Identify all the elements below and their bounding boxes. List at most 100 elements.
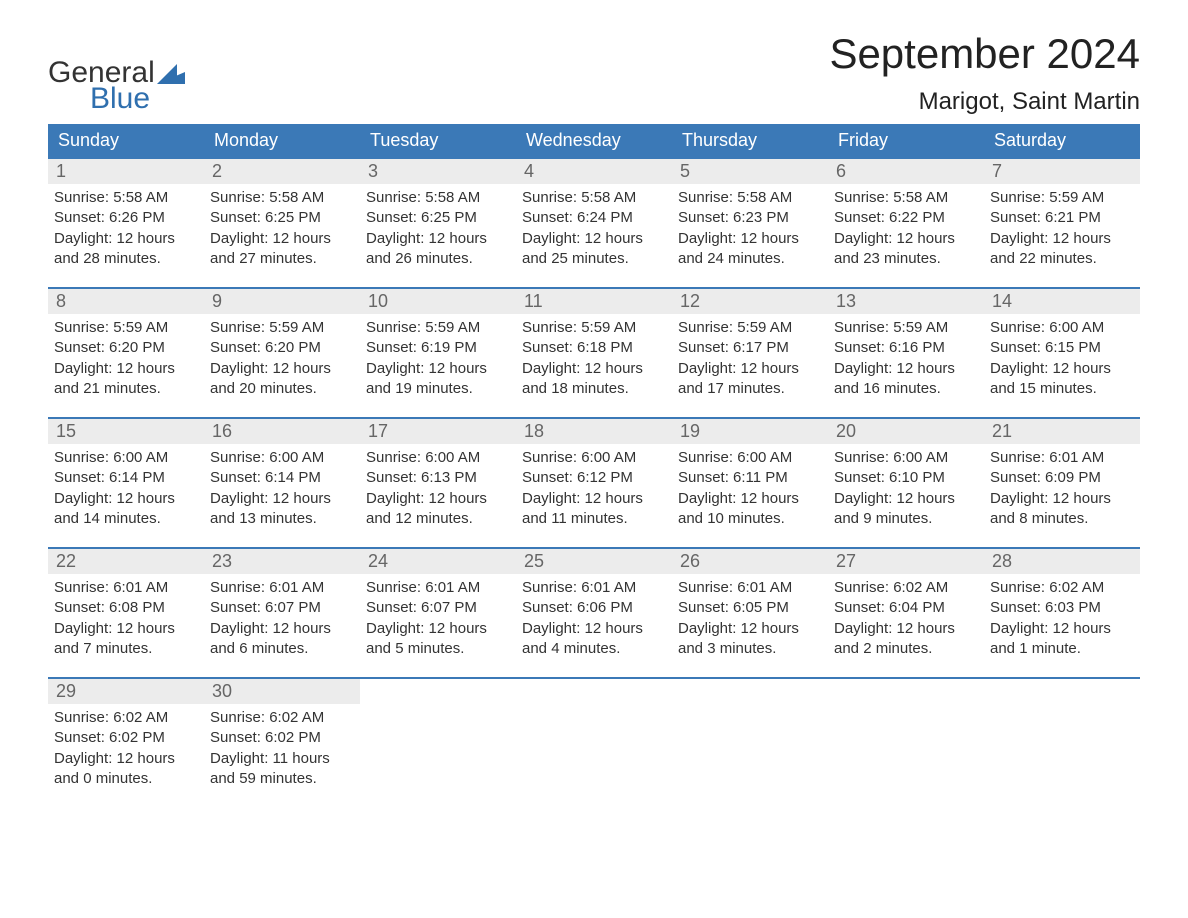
day-line: Daylight: 12 hours — [678, 359, 822, 379]
day-line: Sunrise: 5:58 AM — [834, 188, 978, 208]
day-line: Sunrise: 5:59 AM — [210, 318, 354, 338]
logo-text-blue: Blue — [90, 84, 185, 114]
day-line: Daylight: 12 hours — [834, 359, 978, 379]
day-line: Sunset: 6:14 PM — [210, 468, 354, 488]
day-number: 27 — [828, 549, 984, 574]
day-line: and 1 minute. — [990, 639, 1134, 659]
calendar-day — [672, 679, 828, 797]
flag-icon — [157, 64, 185, 84]
calendar-day: 18Sunrise: 6:00 AMSunset: 6:12 PMDayligh… — [516, 419, 672, 537]
day-line: and 28 minutes. — [54, 249, 198, 269]
day-line: Daylight: 12 hours — [522, 229, 666, 249]
day-line: and 11 minutes. — [522, 509, 666, 529]
calendar-day: 11Sunrise: 5:59 AMSunset: 6:18 PMDayligh… — [516, 289, 672, 407]
day-number: 15 — [48, 419, 204, 444]
calendar-day: 8Sunrise: 5:59 AMSunset: 6:20 PMDaylight… — [48, 289, 204, 407]
day-line: Daylight: 12 hours — [210, 359, 354, 379]
day-line: Sunrise: 6:00 AM — [522, 448, 666, 468]
day-details: Sunrise: 6:01 AMSunset: 6:09 PMDaylight:… — [984, 444, 1140, 529]
day-line: Daylight: 12 hours — [366, 229, 510, 249]
calendar-day: 27Sunrise: 6:02 AMSunset: 6:04 PMDayligh… — [828, 549, 984, 667]
day-line: Sunrise: 6:00 AM — [54, 448, 198, 468]
calendar-week: 29Sunrise: 6:02 AMSunset: 6:02 PMDayligh… — [48, 677, 1140, 797]
day-line: and 27 minutes. — [210, 249, 354, 269]
day-line: and 6 minutes. — [210, 639, 354, 659]
day-line: Sunrise: 6:01 AM — [522, 578, 666, 598]
day-number: 4 — [516, 159, 672, 184]
day-line: Sunrise: 6:02 AM — [834, 578, 978, 598]
day-line: Sunrise: 6:01 AM — [210, 578, 354, 598]
day-line: Sunrise: 6:02 AM — [210, 708, 354, 728]
day-line: Daylight: 12 hours — [210, 229, 354, 249]
day-details: Sunrise: 6:02 AMSunset: 6:02 PMDaylight:… — [204, 704, 360, 789]
day-details: Sunrise: 6:00 AMSunset: 6:11 PMDaylight:… — [672, 444, 828, 529]
day-line: Sunset: 6:18 PM — [522, 338, 666, 358]
day-line: Daylight: 12 hours — [990, 619, 1134, 639]
day-details: Sunrise: 6:00 AMSunset: 6:13 PMDaylight:… — [360, 444, 516, 529]
day-line: Sunrise: 6:00 AM — [210, 448, 354, 468]
weekday-header: Tuesday — [360, 124, 516, 157]
day-line: and 25 minutes. — [522, 249, 666, 269]
day-line: Sunset: 6:15 PM — [990, 338, 1134, 358]
weekday-header: Monday — [204, 124, 360, 157]
day-details: Sunrise: 6:02 AMSunset: 6:03 PMDaylight:… — [984, 574, 1140, 659]
calendar: Sunday Monday Tuesday Wednesday Thursday… — [48, 124, 1140, 797]
calendar-week: 22Sunrise: 6:01 AMSunset: 6:08 PMDayligh… — [48, 547, 1140, 667]
calendar-week: 15Sunrise: 6:00 AMSunset: 6:14 PMDayligh… — [48, 417, 1140, 537]
day-number: 1 — [48, 159, 204, 184]
day-line: and 7 minutes. — [54, 639, 198, 659]
calendar-day: 6Sunrise: 5:58 AMSunset: 6:22 PMDaylight… — [828, 159, 984, 277]
day-line: and 20 minutes. — [210, 379, 354, 399]
day-details: Sunrise: 5:58 AMSunset: 6:25 PMDaylight:… — [204, 184, 360, 269]
day-line: Daylight: 12 hours — [522, 359, 666, 379]
day-line: Daylight: 12 hours — [990, 359, 1134, 379]
day-number: 22 — [48, 549, 204, 574]
day-number: 8 — [48, 289, 204, 314]
weekday-header: Thursday — [672, 124, 828, 157]
day-number: 20 — [828, 419, 984, 444]
day-line: Daylight: 12 hours — [522, 619, 666, 639]
day-line: and 0 minutes. — [54, 769, 198, 789]
day-details: Sunrise: 5:58 AMSunset: 6:26 PMDaylight:… — [48, 184, 204, 269]
day-number: 16 — [204, 419, 360, 444]
day-line: Sunset: 6:02 PM — [210, 728, 354, 748]
day-line: Sunset: 6:22 PM — [834, 208, 978, 228]
day-line: Daylight: 12 hours — [678, 619, 822, 639]
day-line: and 21 minutes. — [54, 379, 198, 399]
calendar-day: 23Sunrise: 6:01 AMSunset: 6:07 PMDayligh… — [204, 549, 360, 667]
calendar-day: 1Sunrise: 5:58 AMSunset: 6:26 PMDaylight… — [48, 159, 204, 277]
day-line: Daylight: 12 hours — [210, 619, 354, 639]
day-line: Sunrise: 6:00 AM — [366, 448, 510, 468]
day-number: 28 — [984, 549, 1140, 574]
calendar-day: 25Sunrise: 6:01 AMSunset: 6:06 PMDayligh… — [516, 549, 672, 667]
day-number: 3 — [360, 159, 516, 184]
day-line: and 3 minutes. — [678, 639, 822, 659]
calendar-day: 20Sunrise: 6:00 AMSunset: 6:10 PMDayligh… — [828, 419, 984, 537]
calendar-day — [360, 679, 516, 797]
day-line: and 19 minutes. — [366, 379, 510, 399]
day-number: 23 — [204, 549, 360, 574]
weekday-header: Wednesday — [516, 124, 672, 157]
day-line: and 23 minutes. — [834, 249, 978, 269]
calendar-week: 1Sunrise: 5:58 AMSunset: 6:26 PMDaylight… — [48, 157, 1140, 277]
day-line: Sunset: 6:02 PM — [54, 728, 198, 748]
calendar-day: 17Sunrise: 6:00 AMSunset: 6:13 PMDayligh… — [360, 419, 516, 537]
day-number: 29 — [48, 679, 204, 704]
day-number: 30 — [204, 679, 360, 704]
day-line: Sunset: 6:25 PM — [366, 208, 510, 228]
day-details: Sunrise: 5:59 AMSunset: 6:20 PMDaylight:… — [204, 314, 360, 399]
calendar-week: 8Sunrise: 5:59 AMSunset: 6:20 PMDaylight… — [48, 287, 1140, 407]
day-details: Sunrise: 6:02 AMSunset: 6:02 PMDaylight:… — [48, 704, 204, 789]
day-line: and 4 minutes. — [522, 639, 666, 659]
day-line: Sunrise: 5:59 AM — [990, 188, 1134, 208]
day-line: Sunset: 6:09 PM — [990, 468, 1134, 488]
day-line: Sunrise: 6:00 AM — [834, 448, 978, 468]
title-block: September 2024 Marigot, Saint Martin — [829, 30, 1140, 116]
day-line: Sunset: 6:07 PM — [366, 598, 510, 618]
day-line: Sunrise: 6:02 AM — [54, 708, 198, 728]
day-line: and 22 minutes. — [990, 249, 1134, 269]
day-details: Sunrise: 5:59 AMSunset: 6:21 PMDaylight:… — [984, 184, 1140, 269]
calendar-day: 2Sunrise: 5:58 AMSunset: 6:25 PMDaylight… — [204, 159, 360, 277]
day-number: 5 — [672, 159, 828, 184]
calendar-day — [516, 679, 672, 797]
